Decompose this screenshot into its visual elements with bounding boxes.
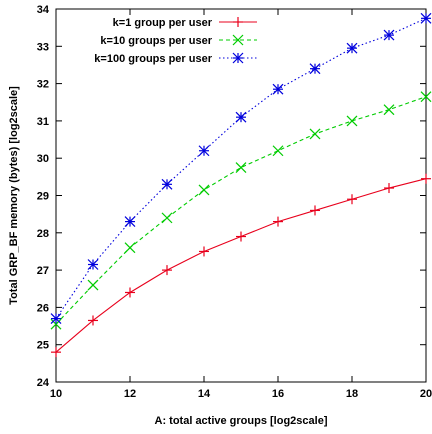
data-point [309, 128, 321, 140]
y-tick-label: 34 [37, 4, 50, 16]
data-point [420, 12, 432, 24]
y-tick-label: 26 [37, 302, 49, 314]
data-point-stroke [124, 242, 136, 254]
data-point [273, 216, 283, 227]
data-point [346, 115, 358, 127]
x-tick-label: 20 [420, 388, 432, 400]
data-point-stroke [309, 63, 321, 75]
series-1 [51, 173, 431, 358]
y-tick-label: 31 [37, 116, 49, 128]
data-point-stroke [124, 216, 136, 228]
data-point [384, 183, 394, 194]
data-point [236, 231, 246, 242]
data-point [272, 145, 284, 157]
data-point [421, 173, 431, 184]
y-axis-label: Total GRP_BF memory (bytes) [log2scale] [8, 86, 20, 305]
data-point [346, 42, 358, 54]
data-point-stroke [161, 212, 173, 224]
series-2 [50, 91, 432, 330]
legend: k=1 group per user k=10 groups per user k=… [94, 17, 257, 65]
data-point-stroke [198, 145, 210, 157]
data-point-stroke [420, 91, 432, 103]
legend-label: k=10 groups per user [100, 35, 212, 47]
data-point-stroke [198, 184, 210, 196]
data-point [199, 246, 209, 257]
data-point-stroke [346, 115, 358, 127]
data-point [50, 313, 62, 325]
data-point [88, 315, 98, 326]
legend-marker-stroke [232, 34, 244, 46]
data-point [87, 279, 99, 291]
data-point [50, 318, 62, 330]
data-point-stroke [420, 12, 432, 24]
data-point-stroke [309, 128, 321, 140]
series-line [55, 178, 427, 353]
data-point-stroke [87, 279, 99, 291]
data-point [310, 205, 320, 216]
y-tick-label: 28 [37, 228, 49, 240]
data-point [124, 242, 136, 254]
data-point [383, 104, 395, 116]
data-point-stroke [383, 29, 395, 41]
x-tick-label: 10 [50, 388, 62, 400]
y-tick-label: 29 [37, 191, 49, 203]
data-point-stroke [50, 313, 62, 325]
legend-marker [233, 17, 243, 27]
series-line [55, 96, 427, 325]
data-point [162, 265, 172, 276]
data-point [272, 83, 284, 95]
legend-label: k=100 groups per user [94, 53, 212, 65]
data-point-stroke [50, 318, 62, 330]
x-tick-label: 16 [272, 388, 284, 400]
data-point-stroke [383, 104, 395, 116]
legend-marker [232, 34, 244, 46]
data-point-stroke [346, 42, 358, 54]
y-tick-label: 25 [37, 340, 49, 352]
data-point-stroke [161, 178, 173, 190]
x-axis-label: A: total active groups [log2scale] [155, 415, 328, 427]
data-point [235, 162, 247, 173]
y-tick-label: 27 [37, 265, 49, 277]
data-point [347, 194, 357, 205]
data-point [309, 63, 321, 75]
data-point [161, 212, 173, 224]
data-point-stroke [235, 111, 247, 123]
y-tick-label: 32 [37, 79, 49, 91]
y-tick-label: 33 [37, 41, 49, 53]
data-point [125, 287, 135, 298]
data-point [235, 111, 247, 123]
data-point [198, 145, 210, 157]
data-point [383, 29, 395, 41]
data-point [87, 259, 99, 270]
data-point [198, 184, 210, 196]
data-point [161, 178, 173, 190]
data-point [124, 216, 136, 228]
legend-marker [232, 52, 244, 64]
data-point-stroke [272, 145, 284, 157]
x-tick-label: 14 [198, 388, 211, 400]
y-tick-label: 24 [37, 377, 50, 389]
series-3 [50, 12, 432, 325]
data-point-stroke [272, 83, 284, 95]
legend-marker-stroke [232, 52, 244, 64]
data-point-stroke [235, 162, 247, 173]
y-tick-label: 30 [37, 153, 49, 165]
data-point-stroke [87, 259, 99, 270]
legend-label: k=1 group per user [113, 17, 213, 29]
data-point [51, 347, 61, 358]
axis-ticks: 10 12 14 16 18 20 24 25 26 27 28 29 30 31 32 33 34 [37, 4, 432, 400]
x-tick-label: 12 [124, 388, 136, 400]
data-point [420, 91, 432, 103]
series-layer [50, 12, 432, 358]
x-tick-label: 18 [346, 388, 358, 400]
